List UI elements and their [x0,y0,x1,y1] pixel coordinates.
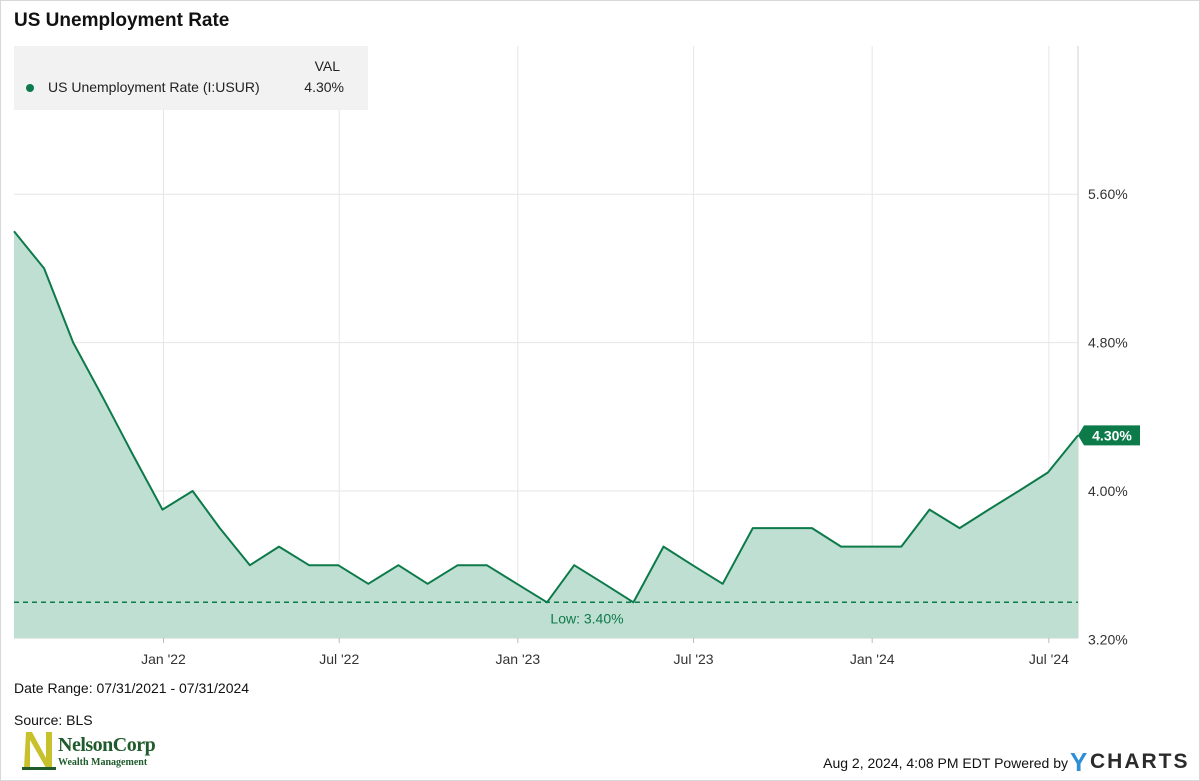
series-area [14,231,1078,639]
x-tick-label: Jul '24 [1029,651,1069,667]
last-value-label: 4.30% [1092,427,1132,443]
ycharts-wordmark: CHARTS [1090,750,1190,773]
nelsoncorp-logo: NelsonCorp Wealth Management [22,730,172,772]
area-layer [14,231,1078,639]
chart-title: US Unemployment Rate [14,10,230,31]
y-tick-label: 5.60% [1088,186,1128,202]
unemployment-chart: Low: 3.40% 4.30% 5.60% 4.80% 4.00% 3.20% Jan… [13,46,1140,667]
annotation-layer: Low: 3.40% 4.30% [14,425,1140,626]
y-tick-label: 3.20% [1088,631,1128,647]
timestamp: Aug 2, 2024, 4:08 PM EDT Powered by [823,755,1068,771]
legend-column-header: VAL [314,58,340,74]
logo-subtitle: Wealth Management [58,757,148,768]
date-range: Date Range: 07/31/2021 - 07/31/2024 [14,680,250,696]
ycharts-y-icon: Y [1070,747,1088,777]
legend-dot-icon [26,84,34,92]
logo-name: NelsonCorp [58,734,156,756]
legend-series-name: US Unemployment Rate (I:USUR) [48,79,260,95]
x-tick-label: Jul '22 [319,651,359,667]
x-tick-label: Jan '22 [141,651,186,667]
x-axis: Jan '22 Jul '22 Jan '23 Jul '23 Jan '24 Jul '… [141,651,1069,667]
source-text: Source: BLS [14,712,93,728]
last-value-badge [1078,425,1140,446]
x-tick-label: Jan '24 [850,651,895,667]
y-tick-label: 4.00% [1088,483,1128,499]
y-tick-label: 4.80% [1088,335,1128,351]
y-axis: 5.60% 4.80% 4.00% 3.20% [1088,186,1128,647]
legend-series-value: 4.30% [304,79,344,95]
nelsoncorp-logo-icon [22,732,56,770]
x-tick-label: Jul '23 [674,651,714,667]
low-label: Low: 3.40% [550,610,623,626]
legend-box: VAL US Unemployment Rate (I:USUR) 4.30% [14,46,368,110]
ycharts-logo[interactable]: Y CHARTS [1070,747,1188,777]
x-tick-label: Jan '23 [495,651,540,667]
legend-item[interactable]: US Unemployment Rate (I:USUR) 4.30% [26,79,344,99]
